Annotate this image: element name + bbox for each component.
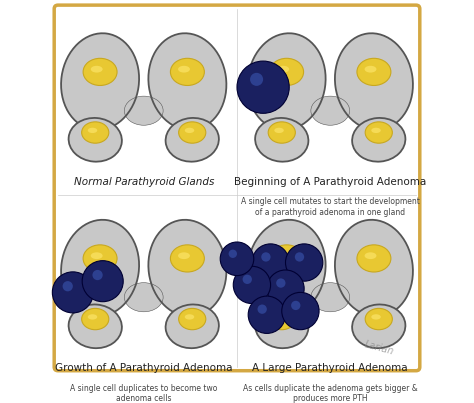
Ellipse shape xyxy=(83,58,117,85)
Text: Beginning of A Parathyroid Adenoma: Beginning of A Parathyroid Adenoma xyxy=(234,177,427,187)
Ellipse shape xyxy=(185,128,194,133)
Ellipse shape xyxy=(124,96,163,125)
Ellipse shape xyxy=(91,252,103,259)
Text: A single cell duplicates to become two
adenoma cells: A single cell duplicates to become two a… xyxy=(70,384,218,403)
Ellipse shape xyxy=(178,66,190,73)
Ellipse shape xyxy=(179,122,206,143)
Circle shape xyxy=(285,244,323,281)
Circle shape xyxy=(52,272,93,313)
Ellipse shape xyxy=(171,58,204,85)
Text: Normal Parathyroid Glands: Normal Parathyroid Glands xyxy=(73,177,214,187)
Ellipse shape xyxy=(61,220,139,316)
Ellipse shape xyxy=(69,118,122,162)
Circle shape xyxy=(291,301,301,310)
Ellipse shape xyxy=(311,283,350,312)
Ellipse shape xyxy=(171,245,204,272)
Ellipse shape xyxy=(270,245,303,272)
Circle shape xyxy=(228,249,237,258)
Ellipse shape xyxy=(357,245,391,272)
Ellipse shape xyxy=(335,33,413,130)
Circle shape xyxy=(261,252,271,262)
Ellipse shape xyxy=(371,314,381,320)
Circle shape xyxy=(92,270,103,280)
Ellipse shape xyxy=(270,58,303,85)
Ellipse shape xyxy=(69,304,122,348)
Ellipse shape xyxy=(352,118,405,162)
Ellipse shape xyxy=(365,308,392,330)
Ellipse shape xyxy=(91,66,103,73)
Ellipse shape xyxy=(88,314,97,320)
Text: Larian: Larian xyxy=(363,340,395,357)
Ellipse shape xyxy=(247,33,326,130)
Text: Growth of A Parathyroid Adenoma: Growth of A Parathyroid Adenoma xyxy=(55,363,232,373)
Ellipse shape xyxy=(61,33,139,130)
Ellipse shape xyxy=(311,96,350,125)
Circle shape xyxy=(252,244,289,281)
Circle shape xyxy=(267,270,304,307)
Ellipse shape xyxy=(365,252,376,259)
Ellipse shape xyxy=(335,220,413,316)
Ellipse shape xyxy=(88,128,97,133)
Ellipse shape xyxy=(124,283,163,312)
Circle shape xyxy=(243,275,252,284)
Ellipse shape xyxy=(165,118,219,162)
Ellipse shape xyxy=(148,220,227,316)
Ellipse shape xyxy=(274,128,284,133)
Circle shape xyxy=(248,296,285,333)
Ellipse shape xyxy=(371,128,381,133)
Circle shape xyxy=(295,252,304,262)
Ellipse shape xyxy=(82,122,109,143)
Ellipse shape xyxy=(277,252,289,259)
Ellipse shape xyxy=(357,58,391,85)
Ellipse shape xyxy=(268,122,295,143)
Text: A single cell mutates to start the development
of a parathyroid adenoma in one g: A single cell mutates to start the devel… xyxy=(241,197,419,217)
Ellipse shape xyxy=(255,118,309,162)
Ellipse shape xyxy=(255,304,309,348)
Circle shape xyxy=(220,242,254,276)
Circle shape xyxy=(233,266,271,303)
Ellipse shape xyxy=(352,304,405,348)
Ellipse shape xyxy=(247,220,326,316)
Ellipse shape xyxy=(268,308,295,330)
Ellipse shape xyxy=(365,122,392,143)
Ellipse shape xyxy=(165,304,219,348)
Ellipse shape xyxy=(365,66,376,73)
Circle shape xyxy=(250,73,263,86)
Circle shape xyxy=(63,281,73,291)
Circle shape xyxy=(276,278,285,288)
Ellipse shape xyxy=(82,308,109,330)
Circle shape xyxy=(237,61,289,113)
Ellipse shape xyxy=(148,33,227,130)
Ellipse shape xyxy=(178,252,190,259)
Ellipse shape xyxy=(274,314,284,320)
FancyBboxPatch shape xyxy=(54,5,420,371)
Text: A Large Parathyroid Adenoma: A Large Parathyroid Adenoma xyxy=(253,363,408,373)
Circle shape xyxy=(82,261,123,302)
Ellipse shape xyxy=(179,308,206,330)
Ellipse shape xyxy=(277,66,289,73)
Circle shape xyxy=(257,305,267,314)
Circle shape xyxy=(282,293,319,330)
Text: As cells duplicate the adenoma gets bigger &
produces more PTH: As cells duplicate the adenoma gets bigg… xyxy=(243,384,418,403)
Ellipse shape xyxy=(83,245,117,272)
Ellipse shape xyxy=(185,314,194,320)
